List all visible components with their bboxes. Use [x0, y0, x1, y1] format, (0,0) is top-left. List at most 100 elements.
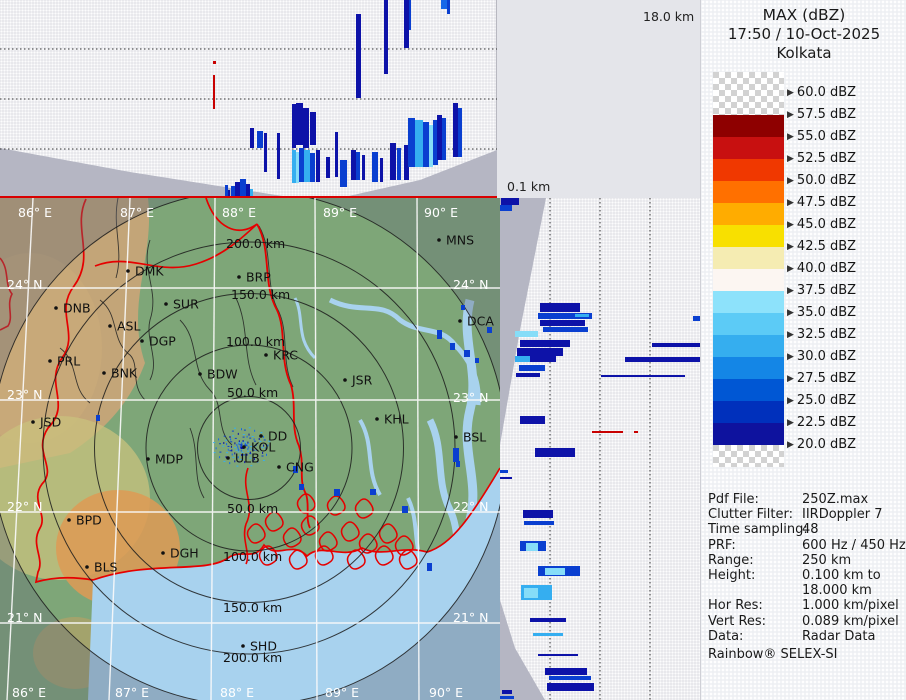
legend-tick-label: ▶ 30.0 dBZ [787, 349, 857, 364]
map-rivers [293, 297, 481, 577]
info-label: PRF: [708, 537, 736, 553]
color-band [713, 423, 784, 445]
graticule-label: 21° N [7, 610, 42, 625]
tick-arrow-icon: ▶ [787, 154, 794, 164]
city-label: BRP [246, 270, 271, 285]
height-axis-max-label: 18.0 km [643, 9, 695, 24]
tick-arrow-icon: ▶ [787, 88, 794, 98]
range-ring-label: 50.0 km [227, 385, 278, 400]
beam-blockage-wedge [0, 148, 295, 198]
cursor-marker [213, 61, 216, 109]
legend-tick-label: ▶ 42.5 dBZ [787, 239, 857, 254]
info-value: 1.000 km/pixel [802, 598, 899, 614]
legend-tick-label: ▶ 45.0 dBZ [787, 217, 857, 232]
info-row: Hor Res: 1.000 km/pixel [708, 598, 904, 613]
legend-tick-label: ▶ 52.5 dBZ [787, 151, 857, 166]
color-band [713, 137, 784, 159]
city-label: DGP [149, 334, 176, 349]
graticule-label: 88° E [220, 685, 254, 700]
info-label [708, 583, 802, 598]
tick-arrow-icon: ▶ [787, 176, 794, 186]
info-label: Clutter Filter: [708, 507, 793, 523]
info-row: PRF: 600 Hz / 450 Hz [708, 537, 906, 553]
graticule-label: 23° N [453, 390, 488, 405]
radar-echo-bars [500, 198, 703, 699]
info-label: Height: [708, 568, 756, 584]
checker-band-below-min [713, 445, 784, 467]
legend-tick-label: ▶ 57.5 dBZ [787, 107, 857, 122]
color-band [713, 159, 784, 181]
city-label: KHL [384, 412, 409, 427]
graticule [0, 197, 500, 700]
city-label: MDP [155, 452, 183, 467]
city-label: JSD [39, 415, 61, 430]
info-label: Hor Res: [708, 598, 763, 614]
range-ring-label: 100.0 km [226, 334, 285, 349]
graticule-label: 24° N [7, 277, 42, 292]
tick-arrow-icon: ▶ [787, 220, 794, 230]
radar-echo-bars [225, 0, 462, 197]
color-band [713, 291, 784, 313]
color-band [713, 335, 784, 357]
beam-blockage-wedge [340, 150, 497, 198]
district-borders [59, 197, 294, 499]
tick-arrow-icon: ▶ [787, 286, 794, 296]
color-band [713, 247, 784, 269]
radar-map: 200.0 km 150.0 km 100.0 km 50.0 km 50.0 km 10… [0, 190, 507, 700]
tick-arrow-icon: ▶ [787, 330, 794, 340]
tick-arrow-icon: ▶ [787, 110, 794, 120]
city-label: BSL [463, 430, 486, 445]
product-info-block: Pdf File: 250Z.max Clutter Filter: IIRDoppl… [708, 492, 906, 662]
legend-tick-label: ▶ 32.5 dBZ [787, 327, 857, 342]
legend-tick-label: ▶ 37.5 dBZ [787, 283, 857, 298]
xz-cross-section-panel [0, 0, 497, 198]
graticule-label: 89° E [323, 205, 357, 220]
legend-header: MAX (dBZ) 17:50 / 10-Oct-2025 Kolkata [701, 6, 906, 63]
city-label: MNS [446, 233, 474, 248]
city-label: CNG [286, 460, 314, 475]
info-label: Vert Res: [708, 613, 767, 629]
legend-tick-label: ▶ 55.0 dBZ [787, 129, 857, 144]
info-row: Range: 250 km [708, 553, 904, 568]
city-label: ULB [235, 451, 260, 466]
color-band [713, 401, 784, 423]
ground-clutter [213, 427, 271, 467]
info-value: 48 [802, 522, 819, 538]
legend-tick-label: ▶ 20.0 dBZ [787, 437, 857, 452]
range-ring-label: 150.0 km [223, 600, 282, 615]
info-row: Pdf File: 250Z.max [708, 492, 904, 507]
range-ring-label: 200.0 km [223, 650, 282, 665]
xz-cross-section-plot [0, 0, 497, 198]
info-row: Clutter Filter: IIRDoppler 7 [708, 507, 904, 522]
range-ring-labels: 200.0 km 150.0 km 100.0 km 50.0 km 50.0 km 10… [223, 236, 290, 665]
graticule-label: 86° E [18, 205, 52, 220]
city-label: DNB [63, 301, 91, 316]
legend-tick-label: ▶ 60.0 dBZ [787, 85, 857, 100]
map-echo-specks [96, 305, 492, 571]
legend-tick-label: ▶ 47.5 dBZ [787, 195, 857, 210]
city-label: SUR [173, 297, 199, 312]
city-label: SHD [250, 639, 277, 654]
info-row: Height: 0.100 km to [708, 568, 904, 583]
graticule-label: 24° N [453, 277, 488, 292]
info-value: 600 Hz / 450 Hz [802, 537, 906, 553]
city-label: BLS [94, 560, 118, 575]
height-axis-min-label: 0.1 km [507, 179, 551, 194]
beam-blockage-wedge [500, 600, 545, 700]
info-value: 0.100 km to [802, 568, 881, 584]
info-row: Time sampling: 48 [708, 522, 904, 537]
graticule-label: 89° E [325, 685, 359, 700]
ground-baseline [0, 196, 497, 198]
info-value: IIRDoppler 7 [802, 507, 883, 523]
range-ring-label: 50.0 km [227, 501, 278, 516]
legend-panel: MAX (dBZ) 17:50 / 10-Oct-2025 Kolkata ▶ 6… [700, 0, 906, 700]
range-ring-label: 100.0 km [223, 549, 282, 564]
range-ring-label: 150.0 km [231, 287, 290, 302]
station-name: Kolkata [776, 44, 832, 62]
city-markers: DMK BRP SUR DNB ASL DGP PRL BNK BDW KRC MNS DCA JSR K… [31, 233, 494, 654]
tick-arrow-icon: ▶ [787, 440, 794, 450]
tick-arrow-icon: ▶ [787, 374, 794, 384]
city-label: KOL [251, 440, 275, 455]
info-row: Data: Radar Data [708, 629, 904, 644]
